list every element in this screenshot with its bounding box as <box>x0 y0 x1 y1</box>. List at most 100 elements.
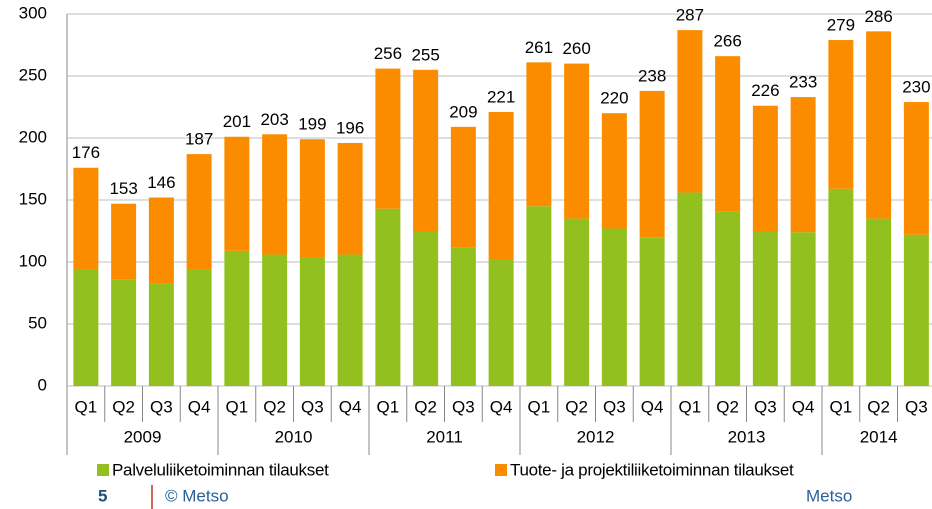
x-tick-label: Q4 <box>792 397 815 416</box>
total-label: 286 <box>864 7 892 26</box>
bar-segment <box>752 231 778 386</box>
bar-segment <box>903 102 929 235</box>
x-tick-label: Q2 <box>716 397 739 416</box>
bar-segment <box>601 228 627 386</box>
total-label: 146 <box>147 173 175 192</box>
total-label: 260 <box>562 39 590 58</box>
bar-segment <box>413 69 439 231</box>
page-number: 5 <box>98 486 107 505</box>
bar-segment <box>903 234 929 386</box>
bar-segment <box>752 105 778 231</box>
total-label: 203 <box>260 110 288 129</box>
y-tick-label: 0 <box>38 375 47 394</box>
total-label: 287 <box>676 6 704 25</box>
y-tick-label: 150 <box>19 189 47 208</box>
bar-segment <box>450 126 476 248</box>
bar-segment <box>790 232 816 386</box>
bar-segment <box>866 31 892 219</box>
bar-segment <box>450 247 476 386</box>
y-tick-label: 50 <box>28 313 47 332</box>
total-label: 230 <box>902 78 930 97</box>
bar-segment <box>790 97 816 233</box>
total-label: 266 <box>713 32 741 51</box>
x-tick-label: Q1 <box>226 397 249 416</box>
bar-segment <box>677 30 703 193</box>
bar-segment <box>375 208 401 386</box>
brand: Metso <box>806 486 852 505</box>
x-tick-label: Q1 <box>75 397 98 416</box>
bar-segment <box>526 206 552 386</box>
bar-segment <box>337 254 363 386</box>
bar-segment <box>564 63 590 219</box>
total-label: 261 <box>525 38 553 57</box>
bar-segment <box>677 192 703 386</box>
y-tick-label: 200 <box>19 127 47 146</box>
bar-segment <box>639 90 665 238</box>
x-tick-label: Q3 <box>905 397 928 416</box>
bar-segment <box>488 259 514 386</box>
bar-segment <box>715 56 741 212</box>
x-tick-label: Q3 <box>452 397 475 416</box>
x-tick-label: Q3 <box>150 397 173 416</box>
x-tick-label: Q1 <box>377 397 400 416</box>
bar-segment <box>375 68 401 209</box>
bar-segment <box>866 218 892 386</box>
total-label: 238 <box>638 66 666 85</box>
bar-segment <box>224 136 250 251</box>
bar-segment <box>262 254 288 386</box>
total-label: 176 <box>72 143 100 162</box>
y-tick-label: 300 <box>19 3 47 22</box>
total-label: 226 <box>751 81 779 100</box>
group-label: 2012 <box>577 427 615 446</box>
y-tick-label: 250 <box>19 65 47 84</box>
x-tick-label: Q2 <box>565 397 588 416</box>
bar-segment <box>337 142 363 255</box>
bar-segment <box>526 62 552 207</box>
bar-segment <box>639 237 665 386</box>
bar-segment <box>111 203 137 280</box>
bar-segment <box>828 40 854 189</box>
x-tick-label: Q2 <box>867 397 890 416</box>
x-tick-label: Q1 <box>679 397 702 416</box>
group-label: 2010 <box>275 427 313 446</box>
total-label: 209 <box>449 102 477 121</box>
total-label: 201 <box>223 112 251 131</box>
bar-segment <box>413 231 439 386</box>
total-label: 255 <box>411 45 439 64</box>
group-label: 2014 <box>860 427 898 446</box>
legend-label: Palveluliiketoiminnan tilaukset <box>112 460 329 479</box>
x-tick-label: Q2 <box>263 397 286 416</box>
bar-segment <box>148 283 174 386</box>
x-tick-label: Q3 <box>754 397 777 416</box>
x-tick-label: Q4 <box>490 397 513 416</box>
x-tick-label: Q2 <box>112 397 135 416</box>
bar-segment <box>224 250 250 386</box>
x-tick-label: Q3 <box>603 397 626 416</box>
total-label: 233 <box>789 73 817 92</box>
bar-segment <box>186 154 212 270</box>
bar-segment <box>73 269 99 386</box>
group-label: 2009 <box>124 427 162 446</box>
bar-segment <box>828 188 854 386</box>
total-label: 220 <box>600 89 628 108</box>
total-label: 153 <box>109 179 137 198</box>
x-tick-label: Q3 <box>301 397 324 416</box>
bar-segment <box>73 167 99 270</box>
copyright: © Metso <box>165 486 229 505</box>
total-label: 196 <box>336 118 364 137</box>
total-label: 256 <box>374 44 402 63</box>
bar-segment <box>601 113 627 229</box>
bar-segment <box>715 211 741 386</box>
bar-segment <box>148 197 174 284</box>
total-label: 187 <box>185 130 213 149</box>
x-tick-label: Q4 <box>188 397 211 416</box>
bar-segment <box>299 257 325 386</box>
legend-label: Tuote- ja projektiliiketoiminnan tilauks… <box>510 460 794 479</box>
bar-segment <box>564 218 590 386</box>
x-tick-label: Q1 <box>830 397 853 416</box>
x-tick-label: Q4 <box>339 397 362 416</box>
bar-segment <box>262 134 288 255</box>
bar-segment <box>488 111 514 260</box>
legend-swatch <box>495 464 507 476</box>
